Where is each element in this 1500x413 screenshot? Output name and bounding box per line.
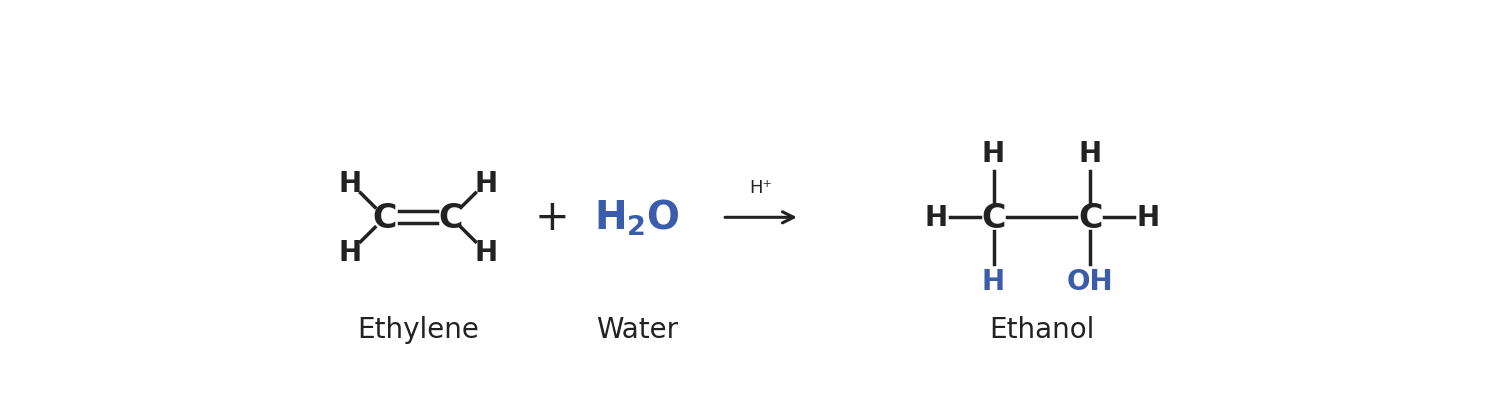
Text: OH: OH: [1066, 268, 1113, 296]
Text: C: C: [981, 201, 1005, 234]
Text: +: +: [534, 197, 568, 239]
Text: H: H: [1078, 140, 1102, 168]
Text: C: C: [438, 201, 464, 234]
Text: H: H: [1136, 204, 1160, 232]
Text: H: H: [339, 238, 362, 266]
Text: H: H: [339, 169, 362, 197]
Text: H: H: [474, 238, 496, 266]
Text: H: H: [982, 268, 1005, 296]
Text: $\mathregular{H_2O}$: $\mathregular{H_2O}$: [594, 198, 680, 238]
Text: H: H: [474, 169, 496, 197]
Text: H: H: [924, 204, 948, 232]
Text: Water: Water: [596, 315, 678, 343]
Text: Ethylene: Ethylene: [357, 315, 478, 343]
Text: C: C: [374, 201, 398, 234]
Text: Ethanol: Ethanol: [990, 315, 1095, 343]
Text: C: C: [1078, 201, 1102, 234]
Text: H⁺: H⁺: [750, 178, 772, 196]
Text: H: H: [982, 140, 1005, 168]
